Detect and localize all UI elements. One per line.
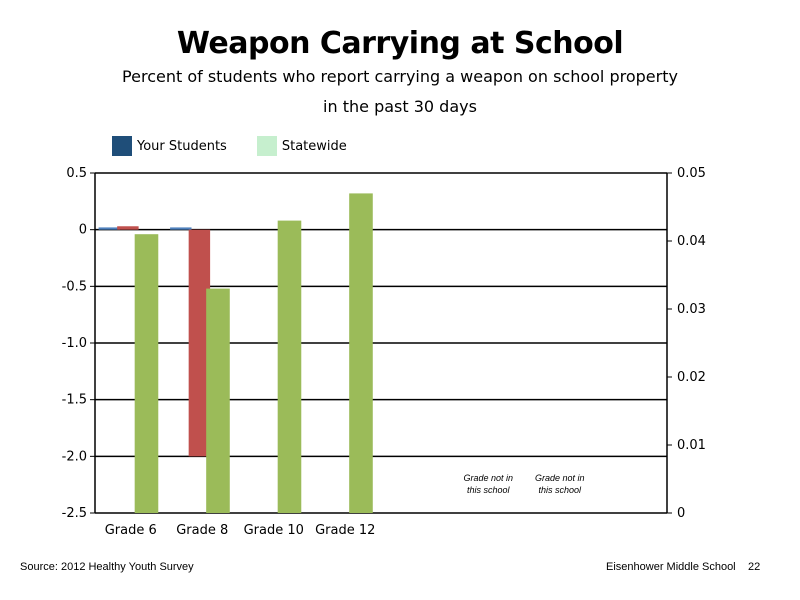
annotation-line-1: Grade not in	[463, 473, 513, 483]
right-tick-label: 0	[677, 506, 685, 521]
left-tick-label: -1.0	[62, 336, 87, 351]
legend-item-your-students: Your Students	[112, 136, 227, 156]
category-label: Grade 12	[315, 523, 375, 538]
bar	[349, 193, 373, 513]
legend-item-statewide: Statewide	[256, 136, 347, 156]
category-label: Grade 10	[244, 523, 304, 538]
left-tick-label: -2.0	[62, 449, 87, 464]
bar	[170, 227, 192, 230]
left-tick-label: -0.5	[62, 279, 87, 294]
right-tick-label: 0.04	[677, 234, 706, 249]
legend-label-statewide: Statewide	[281, 138, 347, 154]
bar	[206, 288, 230, 513]
chart-subtitle-line-1: Percent of students who report carrying …	[122, 67, 678, 86]
bar	[117, 226, 139, 230]
right-tick-label: 0.03	[677, 302, 706, 317]
right-tick-label: 0.02	[677, 370, 706, 385]
legend-label-your-students: Your Students	[137, 138, 227, 154]
school-name: Eisenhower Middle School	[606, 561, 736, 573]
left-tick-label: -2.5	[62, 506, 87, 521]
source-note: Source: 2012 Healthy Youth Survey	[20, 561, 194, 573]
left-tick-label: 0.5	[66, 166, 87, 181]
right-tick-label: 0.05	[677, 166, 706, 181]
left-tick-label: -1.5	[62, 393, 87, 408]
left-tick-label: 0	[79, 223, 87, 238]
right-tick-label: 0.01	[677, 438, 706, 453]
chart-title: Weapon Carrying at School	[176, 26, 624, 61]
bar	[277, 220, 302, 513]
legend: Your Students Statewide	[112, 136, 377, 156]
annotation-line-2: this school	[467, 485, 511, 495]
annotation-line-1: Grade not in	[535, 473, 585, 483]
page-number: 22	[748, 561, 761, 573]
category-label: Grade 6	[105, 523, 157, 538]
bar	[134, 234, 159, 513]
category-label: Grade 8	[176, 523, 228, 538]
bar	[98, 227, 121, 230]
legend-swatch-statewide	[256, 136, 277, 156]
legend-swatch-your-students	[112, 136, 132, 156]
annotation-line-2: this school	[538, 485, 582, 495]
chart-subtitle-line-2: in the past 30 days	[323, 97, 477, 116]
bar	[188, 229, 211, 457]
